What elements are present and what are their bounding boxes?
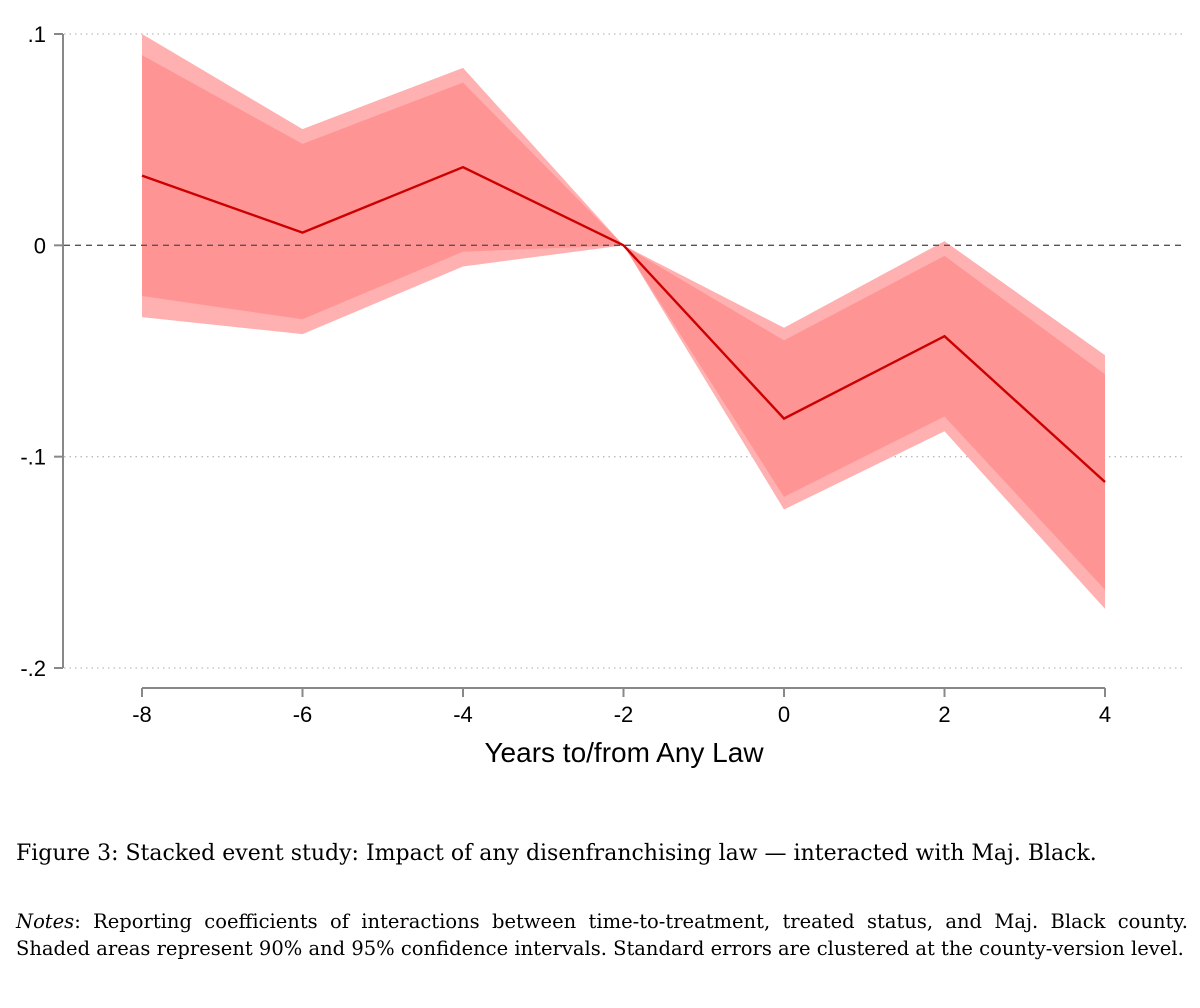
x-tick-label-4: 0 (778, 702, 790, 727)
coefficient-line-layer (141, 165, 1106, 483)
axes: .1 0 -.1 -.2 -8 -6 -4 -2 0 2 4 (20, 22, 1111, 727)
notes-text: : Reporting coefficients of interactions… (16, 910, 1188, 960)
y-tick-label-3: -.2 (20, 656, 46, 681)
ci90-band (142, 55, 1105, 590)
y-tick-label-0: .1 (28, 22, 46, 47)
ci90-band-layer (142, 55, 1105, 590)
x-tick-label-0: -8 (132, 702, 152, 727)
x-tick-label-5: 2 (938, 702, 950, 727)
y-tick-label-1: 0 (34, 233, 46, 258)
event-study-chart: .1 0 -.1 -.2 -8 -6 -4 -2 0 2 4 Years to/from Any L… (20, 22, 1185, 768)
figure-caption-text: Figure 3: Stacked event study: Impact of… (16, 841, 1097, 866)
y-tick-label-2: -.1 (20, 445, 46, 470)
x-tick-label-6: 4 (1099, 702, 1111, 727)
notes-label: Notes (16, 910, 75, 933)
figure-notes: Notes: Reporting coefficients of interac… (16, 908, 1188, 962)
x-tick-label-3: -2 (614, 702, 634, 727)
x-tick-label-2: -4 (453, 702, 473, 727)
x-axis-title: Years to/from Any Law (484, 737, 764, 768)
figure-caption: Figure 3: Stacked event study: Impact of… (16, 838, 1188, 869)
x-tick-label-1: -6 (293, 702, 313, 727)
